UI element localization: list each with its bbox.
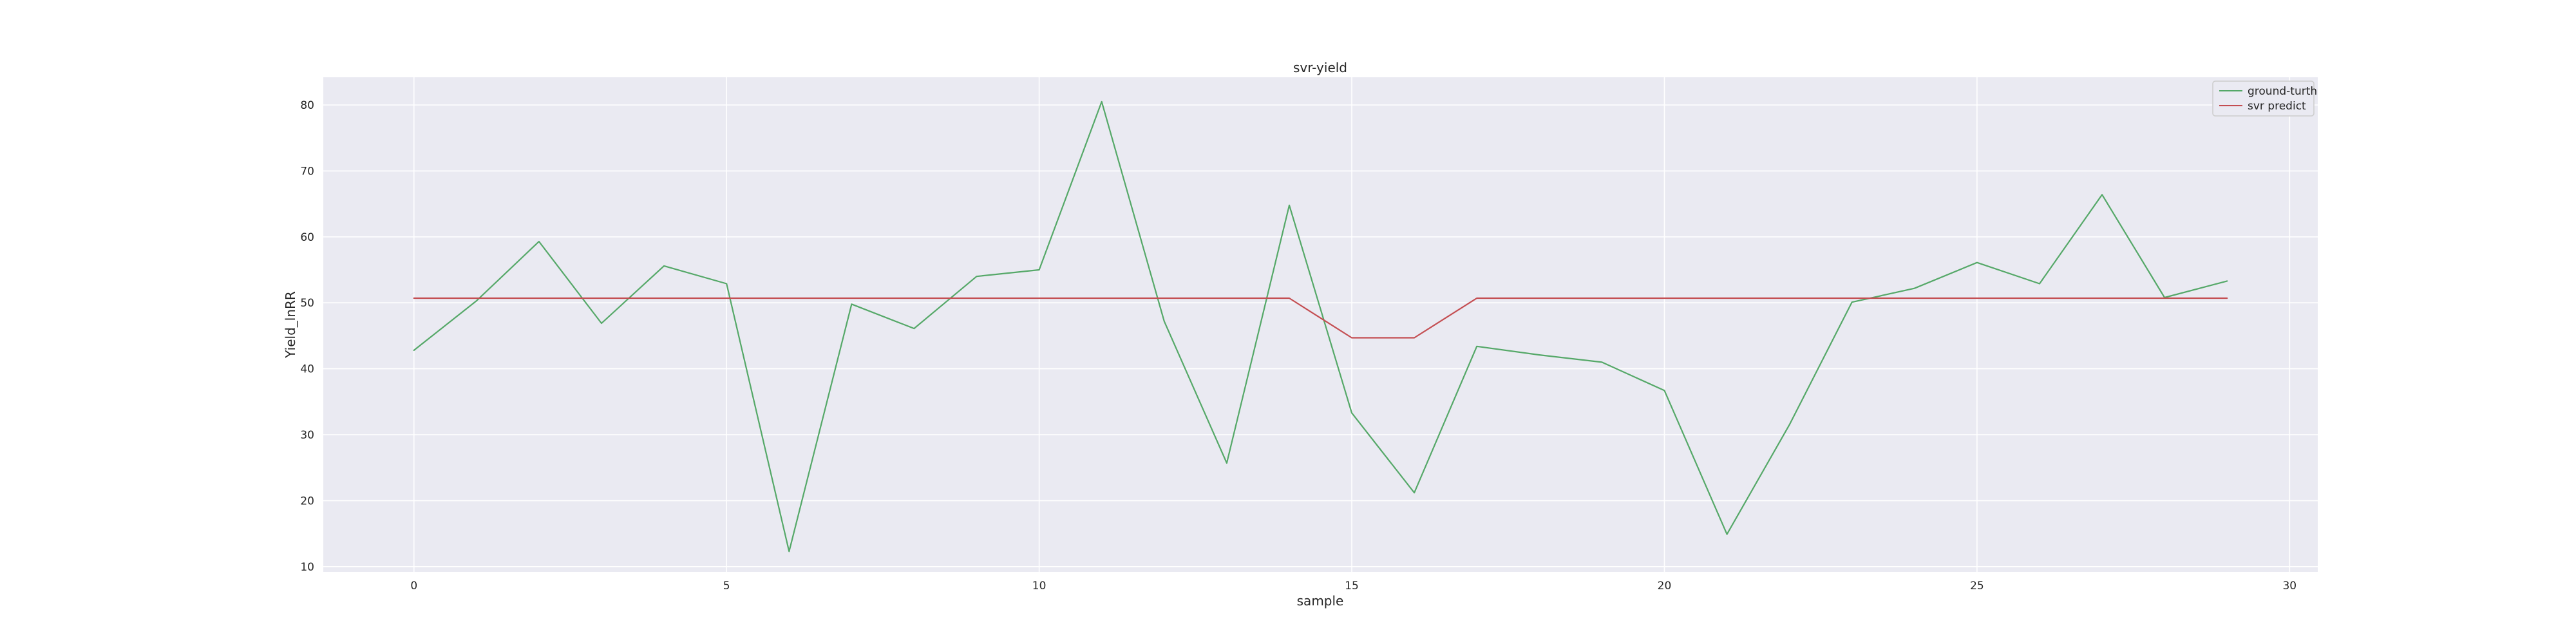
y-tick-label: 10: [300, 561, 314, 574]
grid: [323, 77, 2318, 572]
legend-label-svr-predict: svr predict: [2248, 100, 2306, 113]
x-tick-label: 20: [1658, 580, 1672, 592]
chart-title: svr-yield: [1293, 60, 1347, 75]
y-tick-label: 60: [300, 231, 314, 244]
x-tick-label: 15: [1345, 580, 1359, 592]
y-tick-label: 80: [300, 99, 314, 112]
legend-label-ground-turth: ground-turth: [2248, 85, 2317, 98]
legend: ground-turth svr predict: [2212, 80, 2317, 117]
x-tick-label: 10: [1032, 580, 1046, 592]
x-tick-label: 25: [1970, 580, 1984, 592]
x-tick-label: 5: [723, 580, 730, 592]
plot-background: [323, 77, 2318, 572]
series-line-svr-predict: [413, 297, 2228, 339]
series-line-ground-turth: [413, 100, 2228, 553]
series-layer: [413, 100, 2228, 553]
y-axis-label: Yield_lnRR: [283, 291, 298, 359]
x-axis-label: sample: [1297, 593, 1344, 609]
y-tick-label: 30: [300, 429, 314, 442]
y-tick-label: 70: [300, 165, 314, 178]
y-tick-label: 20: [300, 495, 314, 507]
x-tick-labels: 0 5 10 15 20 25 30: [410, 580, 2297, 592]
x-tick-label: 0: [410, 580, 417, 592]
y-tick-label: 40: [300, 363, 314, 376]
legend-box: [2212, 80, 2315, 117]
y-tick-label: 50: [300, 297, 314, 310]
x-tick-label: 30: [2282, 580, 2297, 592]
y-tick-labels: 10 20 30 40 50 60 70 80: [300, 99, 314, 574]
